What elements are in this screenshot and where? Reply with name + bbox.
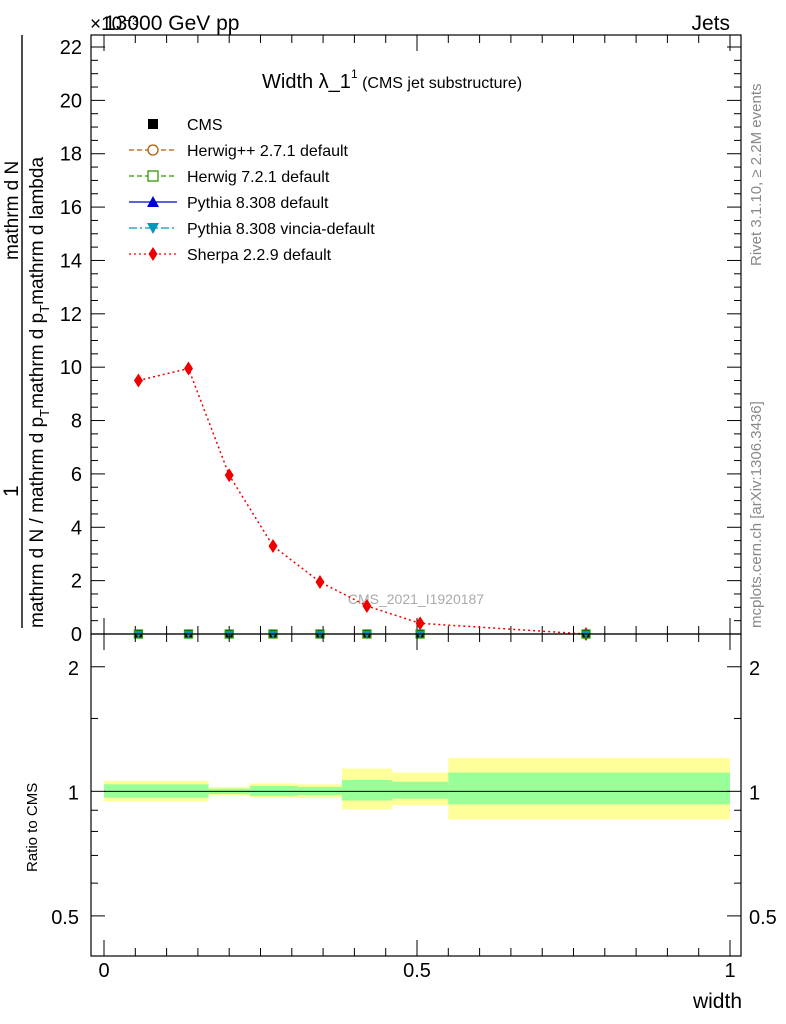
ylabel-den-sub1: T bbox=[37, 409, 52, 417]
legend-label: Sherpa 2.2.9 default bbox=[187, 247, 332, 264]
main-y-tick-label: 6 bbox=[71, 464, 82, 486]
legend-marker bbox=[147, 223, 159, 234]
watermark: CMS_2021_I1920187 bbox=[348, 591, 484, 607]
ratio-y-label: Ratio to CMS bbox=[24, 783, 41, 872]
legend-marker bbox=[147, 196, 159, 207]
ylabel-den-a: mathrm d N / mathrm d p bbox=[27, 417, 48, 628]
ratio-axis-ticks bbox=[91, 634, 741, 956]
legend-marker bbox=[147, 170, 159, 182]
sherpa-point bbox=[315, 574, 325, 589]
chart-title: Width λ_11 (CMS jet substructure) bbox=[262, 67, 522, 93]
main-y-tick-label: 8 bbox=[71, 411, 82, 433]
ylabel-numerator: mathrm d N bbox=[2, 161, 23, 260]
main-y-tick-label: 10 bbox=[60, 357, 82, 379]
sherpa-point bbox=[224, 468, 234, 483]
sherpa-line bbox=[138, 367, 587, 635]
legend-label: CMS bbox=[187, 117, 223, 134]
legend-label: Herwig++ 2.7.1 default bbox=[187, 143, 349, 160]
ylabel-prefix: 1 bbox=[0, 485, 23, 497]
legend-label: Herwig 7.2.1 default bbox=[187, 169, 330, 186]
sherpa-point bbox=[133, 373, 143, 388]
legend-marker bbox=[148, 247, 158, 261]
main-y-tick-label: 16 bbox=[60, 197, 82, 219]
legend-marker bbox=[147, 144, 159, 156]
x-tick-label: 1 bbox=[724, 960, 735, 982]
legend-marker bbox=[148, 119, 158, 129]
x-tick-label: 0 bbox=[98, 960, 109, 982]
ratio-y-tick-label-right: 0.5 bbox=[749, 907, 777, 929]
sherpa-point bbox=[184, 361, 194, 376]
main-y-tick-label: 2 bbox=[71, 571, 82, 593]
ylabel-den-sub2: T bbox=[37, 305, 52, 313]
ylabel-den-c: mathrm d lambda bbox=[27, 157, 48, 305]
ratio-panel: 0.5 0.51 12 2 0 0.5 1 Ratio to CMS width bbox=[24, 633, 777, 1013]
chart-title-rest: (CMS jet substructure) bbox=[358, 75, 522, 92]
sherpa-point bbox=[362, 598, 372, 613]
ratio-y-tick-label: 2 bbox=[68, 658, 79, 680]
x-tick-label: 0.5 bbox=[403, 960, 431, 982]
ratio-y-tick-labels: 0.5 0.5 1 1 2 2 bbox=[51, 658, 777, 929]
ratio-y-tick-label: 0.5 bbox=[51, 907, 79, 929]
x-tick-labels: 0 0.5 1 bbox=[98, 960, 735, 982]
main-y-tick-label: 0 bbox=[71, 624, 82, 646]
x-axis-label: width bbox=[692, 990, 742, 1013]
header-right: Jets bbox=[691, 12, 730, 35]
legend-label: Pythia 8.308 vincia-default bbox=[187, 221, 375, 238]
ylabel-outer-denominator: mathrm d N / mathrm d pTmathrm d pTmathr… bbox=[27, 157, 52, 628]
main-y-tick-label: 4 bbox=[71, 517, 82, 539]
ratio-y-tick-label-right: 1 bbox=[749, 782, 760, 804]
ratio-band-green bbox=[448, 772, 730, 805]
header-exponent: ×10⁻³ bbox=[90, 14, 139, 35]
chart-title-main: Width λ_1 bbox=[262, 71, 351, 93]
ratio-bands bbox=[104, 757, 730, 820]
chart-title-sup: 1 bbox=[351, 67, 358, 81]
ratio-panel-frame bbox=[90, 633, 742, 957]
ylabel-den-b: mathrm d p bbox=[27, 313, 48, 409]
mcplots-label: mcplots.cern.ch [arXiv:1306.3436] bbox=[748, 401, 765, 628]
main-y-tick-label: 22 bbox=[60, 37, 82, 59]
main-y-tick-label: 12 bbox=[60, 304, 82, 326]
legend: CMS Herwig++ 2.7.1 default Herwig 7.2.1 de… bbox=[129, 117, 375, 264]
main-panel: 0 2 4 6 8 10 12 14 16 18 20 22 CMS_2021_I1920187 Wi… bbox=[60, 34, 742, 646]
main-y-label: 1 mathrm d N / mathrm d pTmathrm d pTmat… bbox=[0, 35, 52, 628]
ratio-band-green bbox=[391, 781, 449, 799]
legend-label: Pythia 8.308 default bbox=[187, 195, 329, 212]
main-y-tick-label: 14 bbox=[60, 250, 82, 272]
ratio-y-tick-label-right: 2 bbox=[749, 658, 760, 680]
main-y-tick-label: 18 bbox=[60, 144, 82, 166]
header-left: 13000 GeV pp bbox=[104, 12, 239, 35]
sherpa-point bbox=[268, 538, 278, 553]
ratio-band-green bbox=[341, 780, 392, 801]
rivet-label: Rivet 3.1.10, ≥ 2.2M events bbox=[748, 84, 765, 267]
sherpa-point bbox=[415, 616, 425, 631]
ratio-y-tick-label: 1 bbox=[68, 782, 79, 804]
main-y-tick-label: 20 bbox=[60, 90, 82, 112]
main-y-tick-labels: 0 2 4 6 8 10 12 14 16 18 20 22 bbox=[60, 37, 82, 646]
